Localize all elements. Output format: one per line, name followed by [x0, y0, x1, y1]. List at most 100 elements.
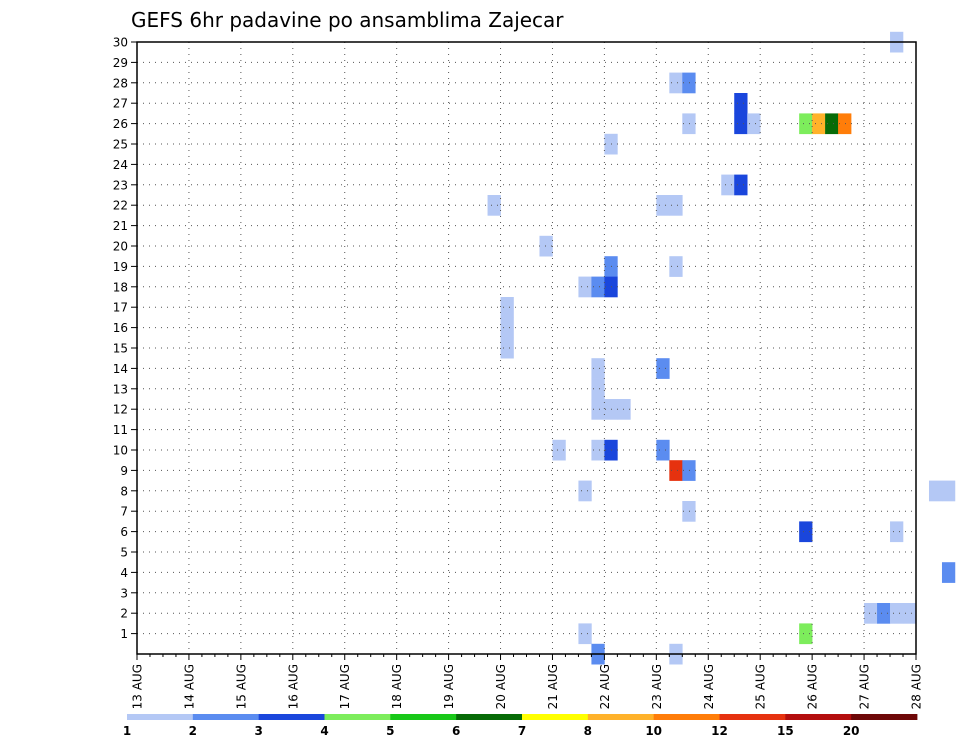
colorbar: 1 2 3 4 5 6 7 8 10 12 15 20	[123, 714, 918, 738]
x-tick-label: 28 AUG	[910, 664, 924, 709]
x-tick-label: 20 AUG	[494, 664, 508, 709]
colorbar-label: 10	[645, 724, 662, 738]
x-tick-label: 27 AUG	[858, 664, 872, 709]
heatmap-cell	[591, 358, 605, 379]
colorbar-label: 12	[711, 724, 728, 738]
y-tick-label: 21	[113, 219, 128, 233]
heatmap-cell	[812, 113, 826, 135]
heatmap-cell	[721, 174, 735, 196]
y-tick-label: 26	[113, 117, 128, 131]
chart-title: GEFS 6hr padavine po ansamblima Zajecar	[131, 8, 564, 32]
colorbar-label: 20	[843, 724, 860, 738]
colorbar-swatch	[456, 714, 523, 720]
y-tick-label: 1	[120, 627, 128, 641]
y-tick-label: 4	[120, 566, 128, 580]
colorbar-label: 2	[189, 724, 197, 738]
colorbar-swatch	[653, 714, 720, 720]
heatmap-cell	[578, 480, 592, 502]
colorbar-label: 4	[320, 724, 328, 738]
y-tick-label: 5	[120, 546, 128, 560]
heatmap-cell	[682, 72, 696, 94]
heatmap-cell	[747, 113, 761, 135]
y-tick-label: 20	[113, 240, 128, 254]
y-tick-label: 29	[113, 56, 128, 70]
heatmap-cell	[941, 480, 956, 502]
heatmap-cell	[864, 603, 878, 624]
colorbar-swatch	[390, 714, 457, 720]
colorbar-swatch	[192, 714, 260, 720]
y-tick-label: 23	[113, 178, 128, 192]
y-tick-label: 22	[113, 199, 128, 213]
heatmap-cell	[669, 460, 683, 481]
colorbar-swatch	[258, 714, 325, 720]
heatmap-cell	[799, 521, 813, 543]
y-tick-label: 7	[120, 505, 128, 519]
x-tick-label: 18 AUG	[390, 664, 404, 709]
x-tick-label: 16 AUG	[286, 664, 300, 709]
heatmap-cell	[825, 113, 839, 135]
heatmap-cell	[500, 317, 514, 339]
heatmap-cell	[669, 256, 683, 277]
heatmap-cell	[578, 623, 592, 645]
colorbar-label: 3	[254, 724, 262, 738]
y-tick-label: 16	[113, 321, 128, 335]
y-tick-label: 6	[120, 525, 128, 539]
x-tick-label: 25 AUG	[754, 664, 768, 709]
y-tick-label: 30	[113, 36, 128, 50]
y-tick-label: 12	[113, 403, 128, 417]
colorbar-label: 1	[123, 724, 131, 738]
heatmap-cell	[617, 399, 631, 420]
colorbar-swatch	[785, 714, 852, 720]
y-tick-label: 18	[113, 280, 128, 294]
heatmap-cell	[877, 603, 891, 624]
heatmap-cell	[903, 603, 917, 624]
colorbar-label: 5	[386, 724, 394, 738]
y-tick-label: 11	[113, 423, 128, 437]
colorbar-label: 8	[584, 724, 592, 738]
x-axis: 13 AUG 14 AUG 15 AUG 16 AUG 17 AUG 18 AUG 19 A…	[131, 654, 924, 709]
heatmap-cell	[591, 439, 605, 461]
heatmap-cell	[682, 113, 696, 135]
heatmap-cell	[656, 358, 670, 379]
heatmap-cell	[656, 439, 670, 461]
heatmap-cell	[838, 113, 852, 135]
x-tick-label: 14 AUG	[182, 664, 196, 709]
heatmap-cell	[500, 297, 514, 318]
colorbar-swatch	[587, 714, 655, 720]
colorbar-label: 7	[518, 724, 526, 738]
x-tick-label: 17 AUG	[338, 664, 352, 709]
heatmap-cell	[734, 93, 748, 114]
heatmap-cell	[799, 623, 813, 645]
heatmap-cell	[682, 460, 696, 481]
heatmap-cell	[656, 195, 670, 216]
x-tick-label: 15 AUG	[234, 664, 248, 709]
x-tick-label: 22 AUG	[598, 664, 612, 709]
heatmap-cells	[487, 31, 956, 665]
y-tick-label: 28	[113, 76, 128, 90]
x-tick-label: 13 AUG	[131, 664, 145, 709]
colorbar-swatch	[719, 714, 786, 720]
heatmap-cell	[591, 276, 605, 298]
y-tick-label: 19	[113, 260, 128, 274]
heatmap-cell	[500, 337, 514, 359]
y-tick-label: 9	[120, 464, 128, 478]
heatmap-cell	[928, 480, 943, 502]
colorbar-swatch	[324, 714, 391, 720]
y-tick-label: 8	[120, 484, 128, 498]
heatmap-cell	[487, 195, 501, 216]
y-tick-label: 17	[113, 301, 128, 315]
heatmap-cell	[682, 501, 696, 522]
heatmap-cell	[890, 521, 904, 543]
y-tick-label: 25	[113, 138, 128, 152]
heatmap-cell	[890, 603, 904, 624]
y-tick-label: 27	[113, 97, 128, 111]
heatmap-cell	[539, 235, 553, 257]
y-tick-label: 14	[113, 362, 128, 376]
y-axis: 1234567891011121314151617181920212223242…	[113, 36, 137, 641]
colorbar-swatch	[851, 714, 918, 720]
heatmap-cell	[734, 174, 748, 196]
x-tick-label: 19 AUG	[442, 664, 456, 709]
colorbar-swatch	[522, 714, 589, 720]
y-tick-label: 10	[113, 444, 128, 458]
